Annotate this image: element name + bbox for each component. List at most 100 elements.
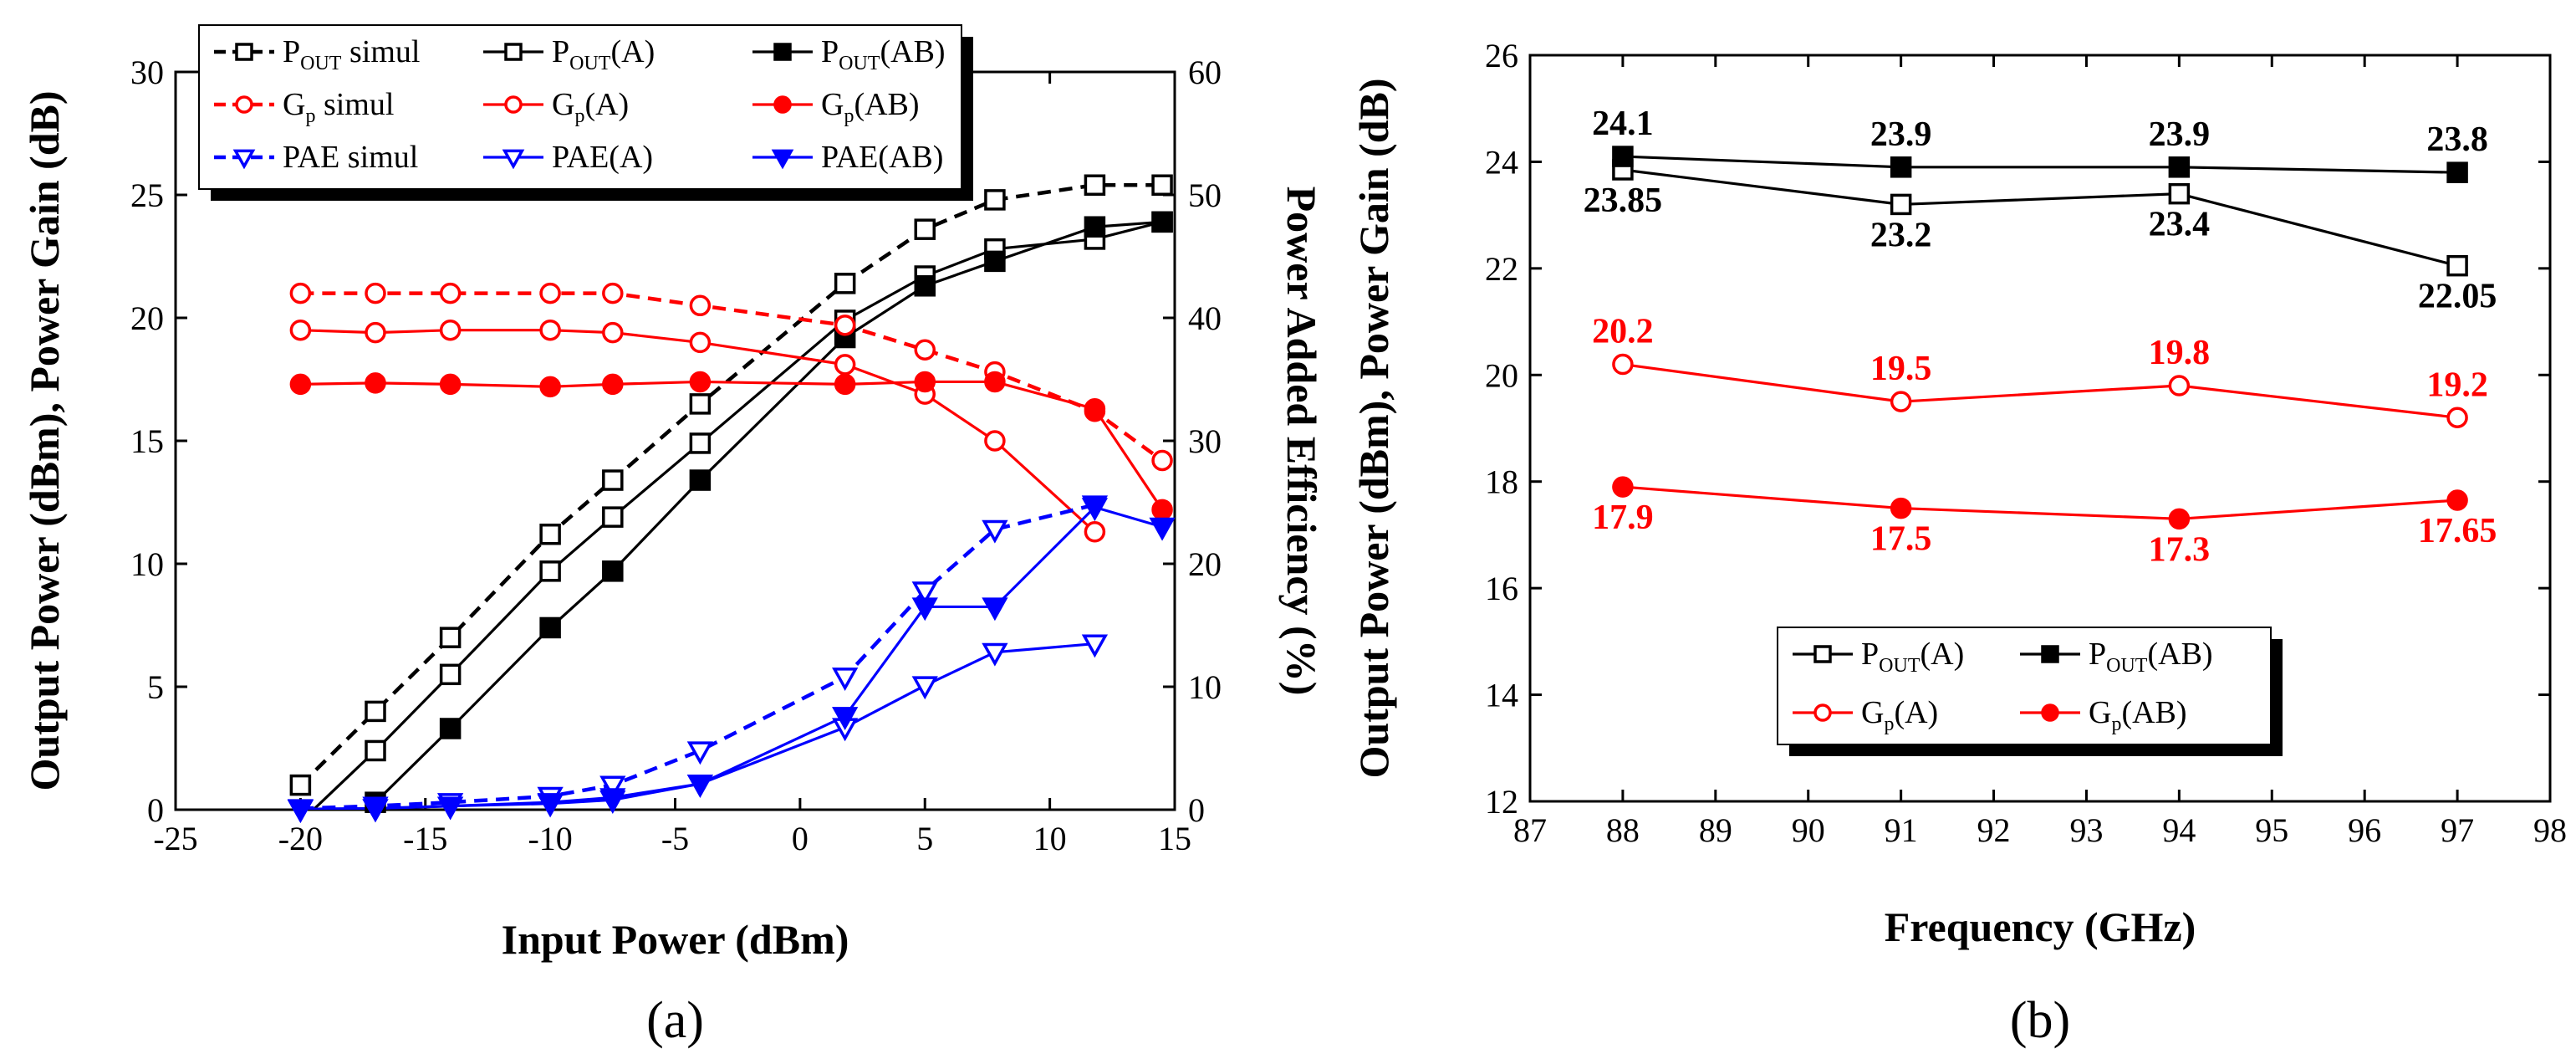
data-label: 23.4: [2149, 206, 2211, 244]
data-label: 23.9: [2149, 115, 2211, 154]
chart-b: 87 88 89 90 91 92 93 94 95 96 97 98 12 14 16 18 20 22 24 26…: [1350, 37, 2567, 1049]
series-line-pout-ab: [366, 220, 1163, 810]
data-point-gp-ab: [2168, 508, 2191, 530]
legend-label-suffix: (A): [1894, 695, 1938, 730]
data-point-gp-a: [539, 319, 561, 341]
legend-label-sub: OUT: [1879, 655, 1921, 677]
legend-label: Gp(A): [1861, 695, 1938, 735]
legend-label-sub: p: [1884, 714, 1894, 735]
y-tick-label: 5: [147, 668, 164, 706]
legend-label-main: G: [2089, 695, 2111, 730]
x-tick-label: 92: [1977, 811, 2011, 849]
data-point-pout-a: [1890, 193, 1912, 216]
data-point-pout-simul: [365, 700, 386, 723]
x-axis-title: Frequency (GHz): [1885, 903, 2196, 950]
x-tick-label: 15: [1158, 820, 1191, 857]
legend: POUT simul POUT(A) POUT(AB)Gp simul Gp(A) Gp…: [198, 24, 973, 201]
data-point-gp-a: [439, 319, 462, 341]
data-point-pae-a: [1081, 634, 1109, 658]
data-point-pae-a: [911, 676, 938, 700]
legend-label: PAE simul: [283, 140, 418, 175]
data-point-pout-ab: [984, 250, 1006, 273]
legend-label-suffix: (AB): [2121, 695, 2186, 730]
legend-marker: [773, 95, 792, 114]
series-line-gp-a: [1622, 362, 2458, 419]
y-tick-label: 22: [1485, 250, 1518, 288]
data-point-gp-ab: [689, 371, 712, 393]
legend-label: Gp(AB): [821, 87, 920, 127]
x-tick-label: 87: [1513, 811, 1547, 849]
legend-label-main: P: [2089, 637, 2106, 672]
data-label: 20.2: [1592, 313, 1654, 351]
legend-marker: [2041, 645, 2059, 663]
data-point-gp-a: [289, 319, 312, 341]
legend-label-main: G: [1861, 695, 1884, 730]
data-point-gp-ab: [1084, 398, 1106, 420]
y-tick-label: 20: [1485, 356, 1518, 394]
data-point-gp-simul: [439, 282, 462, 304]
legend-label: POUT(AB): [2089, 637, 2213, 677]
data-point-pout-ab: [439, 718, 462, 739]
y-tick-label: 15: [130, 422, 164, 460]
legend-label-main: G: [283, 87, 305, 122]
x-tick-label: -25: [153, 820, 197, 857]
legend-label-sub: OUT: [300, 53, 342, 74]
legend-label-suffix: (AB): [854, 87, 919, 122]
legend-label-suffix: (AB): [880, 34, 945, 69]
legend-label-suffix: (A): [1920, 637, 1964, 672]
data-point-pae-simul: [911, 581, 938, 606]
data-point-pae-ab: [362, 799, 389, 823]
data-point-pout-simul: [834, 273, 856, 294]
legend-label-main: PAE(AB): [821, 140, 943, 175]
data-point-gp-simul: [602, 282, 624, 304]
x-tick-label: 89: [1699, 811, 1732, 849]
data-point-pout-ab: [2168, 156, 2191, 178]
data-point-gp-ab: [289, 373, 312, 396]
data-point-gp-simul: [289, 282, 312, 304]
data-point-gp-ab: [539, 376, 561, 398]
y-axis: 0 5 10 15 20 25 30: [130, 54, 187, 829]
x-tick-label: 91: [1885, 811, 1918, 849]
series-line-pout-a: [1622, 168, 2458, 268]
y-tick-label: 30: [130, 54, 164, 91]
panel-label: (b): [2010, 992, 2070, 1049]
data-point-pout-simul: [984, 189, 1006, 211]
data-label: 19.8: [2149, 334, 2211, 372]
x-tick-label: 95: [2255, 811, 2288, 849]
data-point-pae-simul: [832, 668, 859, 692]
x-tick-label: 97: [2441, 811, 2474, 849]
data-point-gp-ab: [602, 373, 624, 396]
series-line-gp-a: [300, 329, 1096, 533]
y2-axis: 0 10 20 30 40 50 60: [1163, 54, 1222, 829]
data-point-pae-ab: [436, 796, 464, 821]
legend-marker: [1813, 703, 1832, 722]
data-point-gp-a: [984, 430, 1006, 452]
y-tick-label: 14: [1485, 677, 1518, 714]
data-point-pae-simul: [686, 741, 714, 765]
y-tick-label: 24: [1485, 143, 1518, 181]
data-point-pout-simul: [602, 469, 624, 491]
data-point-pout-a: [539, 560, 561, 582]
legend-label-main: P: [821, 34, 839, 69]
data-point-pae-ab: [911, 597, 938, 622]
data-label: 23.9: [1870, 115, 1932, 154]
data-point-pae-ab: [1081, 498, 1109, 522]
data-label: 23.8: [2426, 120, 2488, 159]
legend-label-sub: p: [305, 105, 315, 127]
y-axis-title: Output Power (dBm), Power Gain (dB): [1350, 78, 1397, 778]
data-point-pae-simul: [599, 775, 626, 800]
legend-label: POUT(A): [552, 34, 655, 74]
data-point-pae-a: [982, 642, 1008, 667]
y-tick-label: 20: [130, 299, 164, 337]
legend-marker: [235, 43, 253, 61]
legend-label-suffix: simul: [341, 34, 420, 69]
panel-label: (a): [646, 992, 704, 1049]
x-tick-label: 88: [1606, 811, 1640, 849]
series-layer: [298, 182, 1164, 810]
data-point-pout-ab: [539, 616, 561, 639]
legend-label-sub: OUT: [2106, 655, 2148, 677]
legend-label-main: PAE(A): [552, 140, 653, 175]
legend-marker: [502, 149, 525, 170]
data-point-pae-ab: [1149, 517, 1176, 541]
legend-label: Gp(AB): [2089, 695, 2187, 735]
